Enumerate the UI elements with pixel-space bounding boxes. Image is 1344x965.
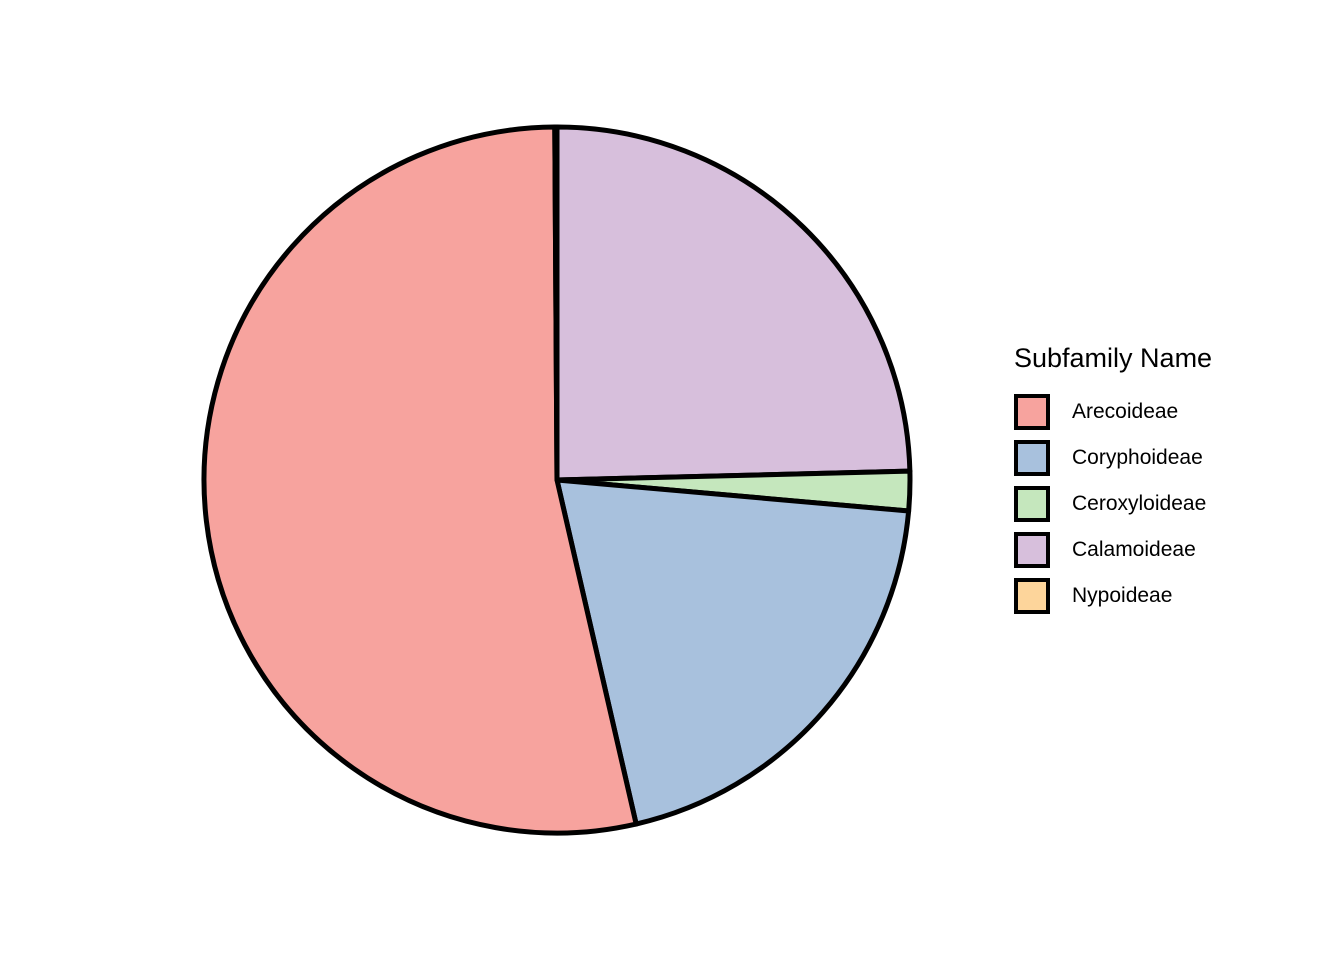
legend-swatch-nypoideae [1014,578,1050,614]
legend: Subfamily Name Arecoideae Coryphoideae C… [1014,340,1314,619]
pie-slice-nypoideae [552,124,560,483]
legend-item-arecoideae: Arecoideae [1014,389,1314,435]
legend-item-coryphoideae: Coryphoideae [1014,435,1314,481]
legend-swatch-coryphoideae [1014,440,1050,476]
legend-label-ceroxyloideae: Ceroxyloideae [1072,492,1207,515]
legend-label-nypoideae: Nypoideae [1072,584,1173,607]
legend-label-arecoideae: Arecoideae [1072,400,1179,423]
legend-item-ceroxyloideae: Ceroxyloideae [1014,481,1314,527]
legend-swatch-calamoideae [1014,532,1050,568]
legend-label-coryphoideae: Coryphoideae [1072,446,1203,469]
legend-swatch-arecoideae [1014,394,1050,430]
pie-slice-coryphoideae [554,477,912,827]
legend-item-nypoideae: Nypoideae [1014,573,1314,619]
legend-title: Subfamily Name [1014,343,1213,373]
legend-item-calamoideae: Calamoideae [1014,527,1314,573]
pie-slice-arecoideae [201,124,639,836]
legend-label-calamoideae: Calamoideae [1072,538,1196,561]
legend-swatch-ceroxyloideae [1014,486,1050,522]
pie-slice-calamoideae [554,124,913,483]
